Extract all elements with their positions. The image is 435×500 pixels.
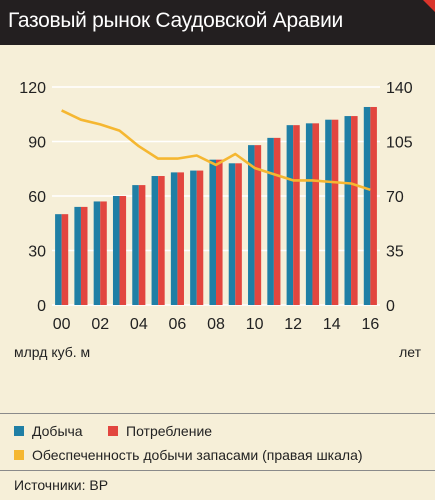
legend-swatch-consumption [108, 426, 118, 436]
bar-consumption-2010 [254, 145, 262, 305]
bar-consumption-2002 [100, 201, 107, 305]
legend-item-consumption: Потребление [108, 423, 212, 439]
page-title: Газовый рынок Саудовской Аравии [8, 9, 343, 32]
y-right-tick-140: 140 [386, 80, 413, 97]
bar-production-2014 [325, 119, 332, 305]
y-right-tick-35: 35 [386, 244, 404, 261]
y-left-tick-60: 60 [28, 189, 46, 206]
y-left-tick-30: 30 [28, 244, 46, 261]
x-tick-16: 16 [361, 316, 379, 333]
y-right-tick-105: 105 [386, 135, 413, 152]
source-note: Источники: BP [14, 477, 109, 493]
legend-item-reserves: Обеспеченность добычи запасами (правая ш… [14, 447, 363, 463]
divider-bottom [0, 470, 435, 471]
bar-production-2012 [286, 125, 294, 306]
legend-swatch-reserves [14, 450, 24, 460]
y-right-tick-0: 0 [386, 298, 395, 315]
x-tick-12: 12 [284, 316, 302, 333]
bar-production-2011 [267, 137, 274, 305]
bar-production-2003 [112, 196, 120, 305]
bar-consumption-2015 [351, 116, 358, 305]
bar-production-2010 [248, 145, 255, 305]
bar-consumption-2013 [312, 123, 320, 305]
bar-consumption-2005 [158, 176, 165, 305]
x-tick-14: 14 [323, 316, 341, 333]
chart: 0 30 60 90 120 0 35 70 105 140 00 02 04 06 08 10 12 14 1… [19, 80, 413, 333]
x-tick-08: 08 [207, 316, 225, 333]
bar-consumption-2004 [138, 185, 146, 305]
corner-accent [423, 0, 435, 12]
x-tick-10: 10 [246, 316, 264, 333]
bar-consumption-2011 [273, 137, 281, 305]
bar-production-2009 [228, 163, 236, 305]
x-tick-02: 02 [91, 316, 109, 333]
bar-consumption-2012 [293, 125, 300, 306]
bar-consumption-2003 [119, 196, 127, 305]
bar-production-2007 [190, 170, 197, 305]
y-axis-left: 0 30 60 90 120 [19, 80, 46, 315]
bar-production-2008 [209, 159, 216, 305]
x-axis: 00 02 04 06 08 10 12 14 16 [53, 316, 380, 333]
right-axis-unit: лет [399, 344, 421, 360]
legend-item-production: Добыча [14, 423, 83, 439]
bar-production-2002 [93, 201, 101, 305]
bar-consumption-2014 [331, 119, 339, 305]
legend-label-production: Добыча [32, 423, 83, 439]
y-left-tick-0: 0 [37, 298, 46, 315]
bar-consumption-2009 [235, 163, 242, 305]
x-tick-06: 06 [169, 316, 187, 333]
divider-top [0, 413, 435, 414]
title-bar: Газовый рынок Саудовской Аравии [0, 0, 435, 45]
bar-production-2016 [363, 106, 371, 305]
y-axis-right: 0 35 70 105 140 [386, 80, 413, 315]
bar-consumption-2008 [216, 159, 223, 305]
bar-consumption-2006 [177, 172, 184, 305]
bar-consumption-2000 [61, 214, 69, 305]
reserves-line-group [61, 109, 371, 192]
bar-consumption-2016 [370, 106, 377, 305]
x-tick-04: 04 [130, 316, 148, 333]
bar-production-2013 [305, 123, 313, 305]
bars [55, 106, 377, 306]
bar-production-2004 [132, 185, 139, 305]
legend-label-reserves: Обеспеченность добычи запасами (правая ш… [32, 447, 363, 463]
bar-production-2006 [170, 172, 178, 305]
y-right-tick-70: 70 [386, 189, 404, 206]
legend-swatch-production [14, 426, 24, 436]
bar-production-2005 [151, 176, 159, 305]
left-axis-unit: млрд куб. м [14, 344, 91, 360]
legend-label-consumption: Потребление [126, 423, 213, 439]
bar-production-2001 [74, 206, 81, 305]
bar-production-2015 [344, 116, 352, 305]
y-left-tick-90: 90 [28, 135, 46, 152]
reserves-line [61, 109, 371, 192]
bar-consumption-2007 [196, 170, 204, 305]
bar-production-2000 [55, 214, 62, 305]
y-left-tick-120: 120 [19, 80, 46, 97]
x-tick-00: 00 [53, 316, 71, 333]
bar-consumption-2001 [80, 206, 88, 305]
